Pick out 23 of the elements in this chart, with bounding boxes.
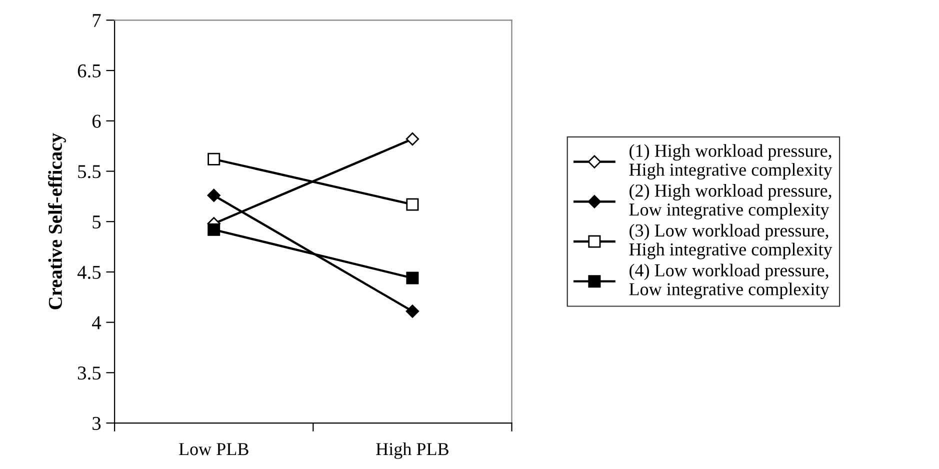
y-axis-title: Creative Self-efficacy: [48, 133, 66, 310]
y-tick-label: 6.5: [78, 64, 101, 78]
y-tick-label: 3: [92, 416, 101, 430]
x-tick-label: High PLB: [376, 442, 448, 459]
y-tick-label: 7: [92, 14, 101, 27]
legend-label: (4) Low workload pressure, Low integrative complexity: [629, 264, 830, 300]
x-tick-label: Low PLB: [179, 443, 248, 456]
y-tick-label: 4: [92, 316, 102, 330]
point: [406, 304, 420, 318]
point: [208, 223, 220, 236]
point: [208, 152, 220, 166]
legend-label: (1) High workload pressure, High integrative complexity: [629, 144, 832, 180]
legend-label: (3) Low workload pressure, High integrative complexity: [629, 224, 832, 260]
y-tick-label: 4.5: [77, 266, 101, 279]
point: [406, 272, 419, 284]
y-tick-label: 5: [92, 216, 101, 229]
y-tick-label: 6: [92, 114, 101, 128]
point: [406, 198, 419, 211]
point: [207, 188, 220, 202]
y-tick-label: 5.5: [78, 165, 101, 178]
point: [406, 132, 420, 146]
legend-label: (2) High workload pressure, Low integrative complexity: [629, 184, 832, 220]
y-tick-label: 3.5: [78, 366, 101, 380]
